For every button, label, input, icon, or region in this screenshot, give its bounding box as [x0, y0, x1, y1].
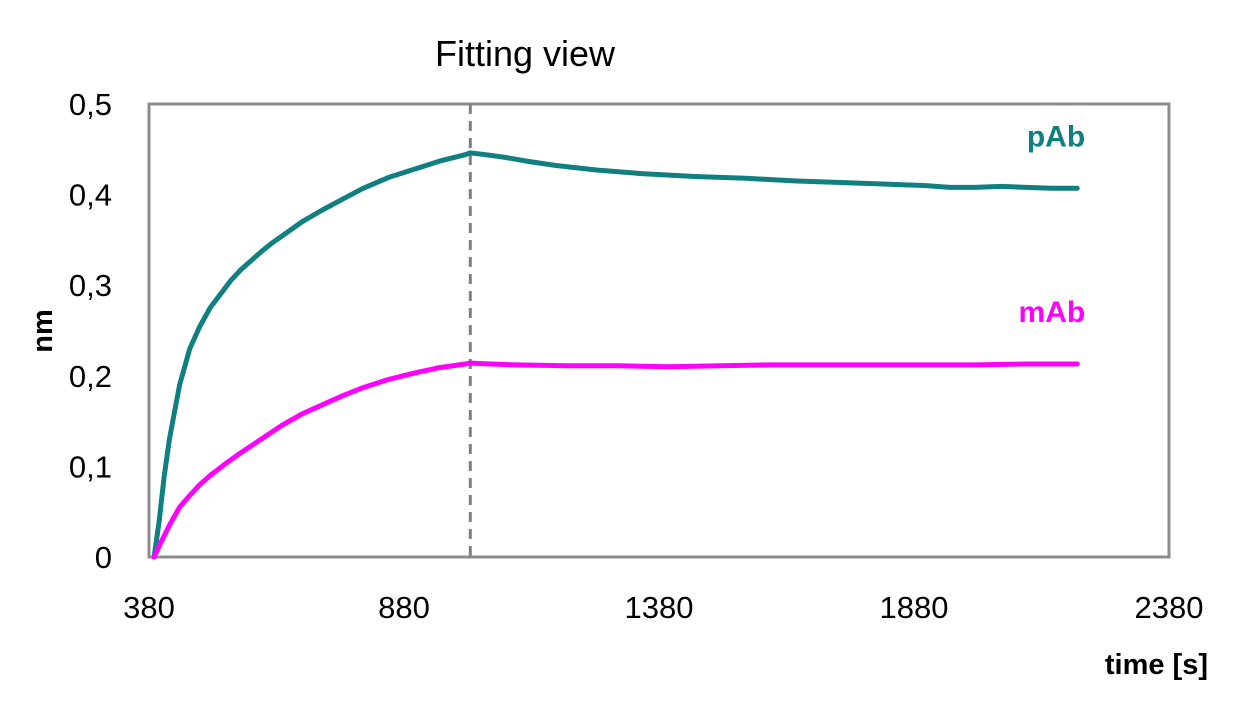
series-label-pab: pAb	[1027, 120, 1085, 153]
x-tick-label: 880	[378, 590, 430, 625]
y-tick-label: 0,4	[69, 178, 112, 213]
x-axis-tick-labels: 380 880 1380 1880 2380	[123, 590, 1203, 625]
series-line-mab	[151, 360, 1080, 560]
y-tick-label: 0,3	[69, 268, 112, 303]
y-tick-label: 0,5	[69, 87, 112, 122]
series-lines	[151, 150, 1080, 560]
x-tick-label: 2380	[1135, 590, 1204, 625]
x-tick-label: 380	[123, 590, 175, 625]
series-labels: pAb mAb	[1019, 120, 1086, 329]
x-tick-label: 1380	[625, 590, 694, 625]
series-label-mab: mAb	[1019, 296, 1086, 329]
y-tick-label: 0,1	[69, 449, 112, 484]
x-axis-title: time [s]	[1105, 649, 1208, 681]
y-tick-label: 0,2	[69, 359, 112, 394]
x-tick-label: 1880	[880, 590, 949, 625]
series-line-pab	[151, 150, 1080, 560]
y-axis-tick-labels: 0 0,1 0,2 0,3 0,4 0,5	[69, 87, 112, 575]
plot-area	[147, 102, 1171, 559]
y-tick-label: 0	[95, 540, 112, 575]
y-axis-title: nm	[27, 309, 59, 353]
chart-title: Fitting view	[435, 33, 616, 74]
